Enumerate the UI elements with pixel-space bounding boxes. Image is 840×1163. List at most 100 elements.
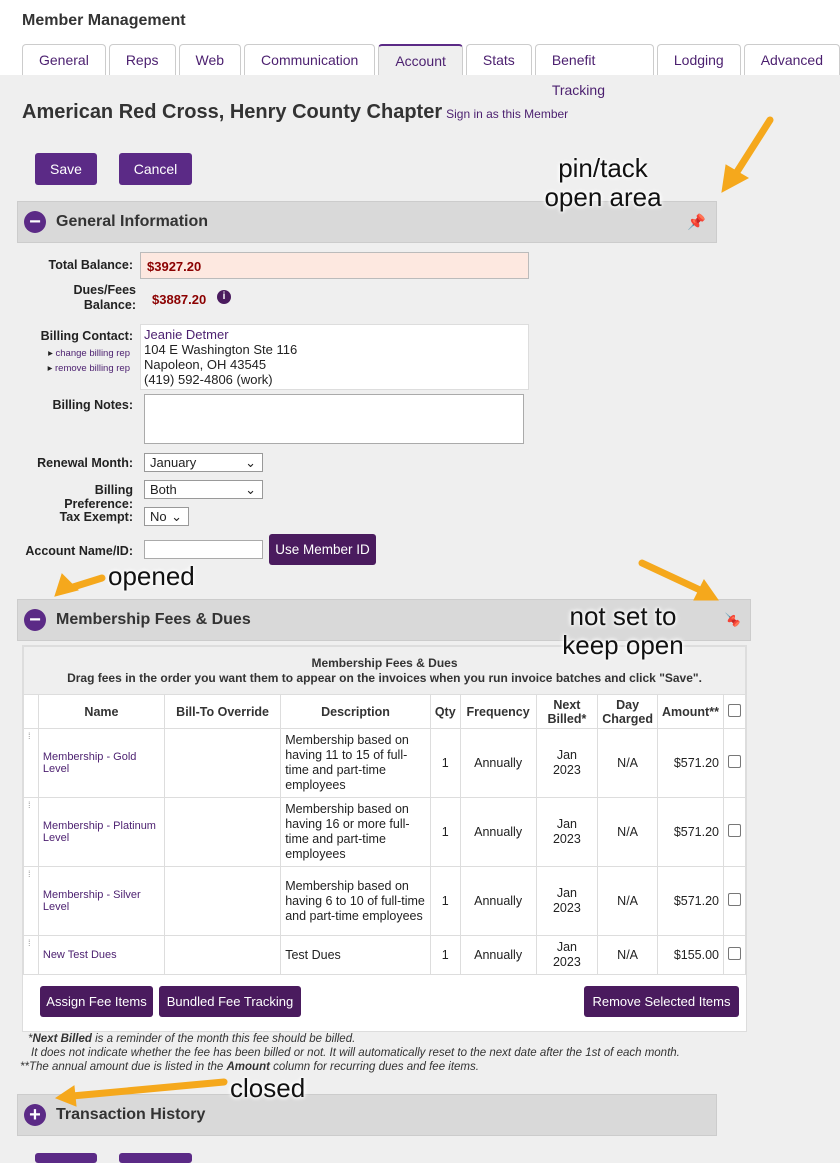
fee-description: Membership based on having 6 to 10 of fu…	[280, 866, 431, 936]
annotation-pin: pin/tack open area	[544, 153, 662, 212]
chevron-down-icon: ⌄	[245, 454, 256, 470]
column-header: Amount**	[656, 694, 725, 729]
tab-general[interactable]: General	[22, 44, 106, 75]
renewal-month-label: Renewal Month:	[37, 456, 133, 470]
bill-to-override	[164, 728, 282, 798]
selected-value: January	[150, 455, 197, 470]
arrow-pin	[731, 116, 774, 179]
fees-table: Membership Fees & Dues Drag fees in the o…	[23, 646, 746, 975]
fee-frequency: Annually	[459, 935, 537, 975]
arrow-opened	[66, 574, 106, 592]
fee-description: Membership based on having 16 or more fu…	[280, 797, 431, 867]
tab-stats[interactable]: Stats	[465, 44, 532, 75]
transaction-history-header[interactable]: + Transaction History	[17, 1094, 717, 1136]
bill-to-override	[164, 866, 282, 936]
assign-fee-items-button[interactable]: Assign Fee Items	[40, 986, 153, 1017]
arrow-closed	[68, 1078, 228, 1100]
tab-reps[interactable]: Reps	[108, 44, 176, 75]
membership-fees-header[interactable]: − Membership Fees & Dues 📌	[17, 599, 751, 641]
annotation-opened: opened	[108, 561, 195, 591]
column-header: Qty	[429, 694, 461, 729]
fee-next-billed: Jan 2023	[535, 935, 599, 975]
column-header: Next Billed*	[535, 694, 599, 729]
header: Member Management General Reps Web Communic…	[0, 0, 840, 98]
info-icon[interactable]: i	[217, 290, 231, 304]
row-checkbox[interactable]	[723, 797, 746, 867]
fee-next-billed: Jan 2023	[535, 866, 599, 936]
tax-exempt-label: Tax Exempt:	[59, 510, 133, 524]
billing-notes-label: Billing Notes:	[52, 398, 133, 412]
row-checkbox[interactable]	[723, 728, 746, 798]
tab-web[interactable]: Web	[178, 44, 242, 75]
tab-benefit-tracking[interactable]: Benefit Tracking	[534, 44, 654, 98]
section-title: Transaction History	[56, 1106, 206, 1123]
fee-day-charged: N/A	[597, 797, 658, 867]
contact-phone: (419) 592-4806 (work)	[144, 372, 273, 387]
annotation-closed: closed	[230, 1073, 306, 1103]
change-billing-rep-link[interactable]: change billing rep	[55, 348, 130, 359]
remove-billing-rep-link[interactable]: remove billing rep	[55, 363, 130, 374]
billing-preference-select[interactable]: Both ⌄	[144, 480, 263, 499]
section-title: General Information	[56, 213, 209, 230]
cancel-button[interactable]: Cancel	[119, 153, 192, 185]
column-header: Frequency	[459, 694, 537, 729]
selected-value: No	[150, 509, 167, 524]
fee-amount: $571.20	[656, 728, 725, 798]
table-row[interactable]: ⁞ Membership - Gold Level Membership bas…	[23, 728, 746, 798]
bundled-fee-tracking-button[interactable]: Bundled Fee Tracking	[159, 986, 301, 1017]
fee-description: Membership based on having 11 to 15 of f…	[280, 728, 431, 798]
fees-panel: Membership Fees & Dues Drag fees in the o…	[22, 645, 747, 1032]
tab-advanced[interactable]: Advanced	[743, 44, 840, 75]
billing-notes-textarea[interactable]	[144, 394, 524, 444]
fee-name-link[interactable]: Membership - Platinum Level	[42, 820, 156, 844]
table-title: Membership Fees & Dues	[311, 655, 458, 670]
collapse-icon[interactable]: −	[24, 609, 46, 631]
remove-selected-items-button[interactable]: Remove Selected Items	[584, 986, 739, 1017]
billing-contact-box: Jeanie Detmer 104 E Washington Ste 116 N…	[140, 324, 529, 390]
expand-icon[interactable]: +	[24, 1104, 46, 1126]
chevron-down-icon: ⌄	[171, 508, 182, 524]
tab-communication[interactable]: Communication	[244, 44, 376, 75]
tab-account[interactable]: Account	[378, 44, 463, 75]
tab-bar: General Reps Web Communication Account Stats B…	[22, 44, 840, 98]
total-balance-value: $3927.20	[140, 252, 529, 279]
chevron-down-icon: ⌄	[245, 481, 256, 497]
tax-exempt-select[interactable]: No ⌄	[144, 507, 189, 526]
total-balance-label: Total Balance:	[48, 258, 133, 272]
bill-to-override	[164, 797, 282, 867]
fee-description: Test Dues	[280, 935, 431, 975]
fee-name-link[interactable]: Membership - Gold Level	[42, 751, 137, 775]
row-checkbox[interactable]	[723, 935, 746, 975]
general-information-header[interactable]: − General Information 📌	[17, 201, 717, 243]
arrow-not-set	[638, 559, 704, 594]
collapse-icon[interactable]: −	[24, 211, 46, 233]
fee-qty: 1	[429, 866, 461, 936]
billing-contact-name[interactable]: Jeanie Detmer	[144, 327, 229, 342]
annotation-not-set: not set to keep open	[562, 601, 684, 660]
account-name-label: Account Name/ID:	[25, 544, 133, 558]
use-member-id-button[interactable]: Use Member ID	[269, 534, 376, 565]
dues-balance-label: Dues/Fees Balance:	[73, 283, 136, 312]
fee-day-charged: N/A	[597, 935, 658, 975]
fee-name-link[interactable]: New Test Dues	[42, 949, 117, 961]
dues-balance-value: $3887.20	[152, 292, 207, 307]
member-name: American Red Cross, Henry County Chapter	[22, 101, 443, 123]
section-title: Membership Fees & Dues	[56, 611, 251, 628]
account-name-input[interactable]	[144, 540, 263, 559]
bill-to-override	[164, 935, 282, 975]
column-header: Day Charged	[597, 694, 658, 729]
fee-amount: $571.20	[656, 866, 725, 936]
column-header: Description	[280, 694, 431, 729]
save-button[interactable]: Save	[35, 153, 97, 185]
table-row[interactable]: ⁞ New Test Dues Test Dues 1 Annually Jan…	[23, 935, 746, 975]
table-row[interactable]: ⁞ Membership - Platinum Level Membership…	[23, 797, 746, 867]
sign-in-link[interactable]: Sign in as this Member	[446, 107, 569, 121]
tab-lodging[interactable]: Lodging	[656, 44, 741, 75]
footnotes: *Next Billed is a reminder of the month …	[20, 1033, 680, 1073]
fee-qty: 1	[429, 728, 461, 798]
fee-day-charged: N/A	[597, 866, 658, 936]
renewal-month-select[interactable]: January ⌄	[144, 453, 263, 472]
pin-icon[interactable]: 📌	[687, 214, 706, 231]
fee-name-link[interactable]: Membership - Silver Level	[42, 889, 141, 913]
